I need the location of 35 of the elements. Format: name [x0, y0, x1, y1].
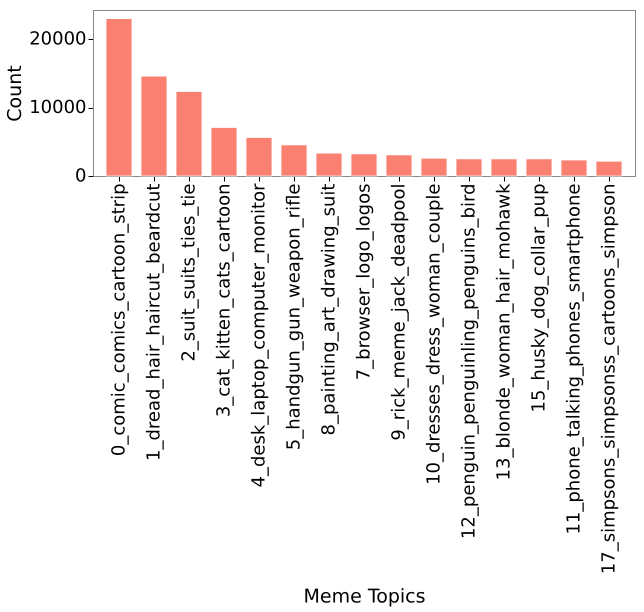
bar	[490, 158, 518, 176]
x-tick-label: 4_desk_laptop_computer_monitor	[248, 182, 270, 488]
x-tick-label: 11_phone_talking_phones_smartphone	[564, 184, 584, 535]
bar	[246, 137, 272, 176]
y-tick-label: 10000	[29, 97, 86, 118]
x-tick-label: 5_handgun_gun_weapon_rifle	[284, 184, 304, 450]
bar	[140, 76, 168, 176]
bar	[210, 127, 238, 176]
x-tick-label: 9_rick_meme_jack_deadpool	[388, 184, 410, 441]
y-tick-label: 20000	[29, 28, 86, 50]
x-tick-label: 12_penguin_penguinling_penguins_bird	[458, 184, 480, 540]
x-tick-label: 10_dresses_dress_woman_couple	[424, 184, 444, 485]
bar	[350, 153, 378, 176]
bar	[560, 160, 588, 176]
bar	[386, 154, 412, 176]
bar	[456, 158, 482, 176]
bar	[176, 91, 202, 176]
bar	[106, 18, 132, 176]
x-tick-label: 3_cat_kitten_cats_cartoon	[214, 184, 234, 418]
bar	[420, 158, 448, 176]
x-axis-title: Meme Topics	[303, 586, 426, 608]
bar	[280, 144, 308, 176]
bar	[316, 152, 342, 176]
x-tick-label: 17_simpsons_simpsonss_cartoons_simpson	[598, 184, 620, 574]
x-tick-label: 15_husky_dog_collar_pup	[528, 184, 550, 412]
bar	[596, 160, 622, 176]
x-tick-label: 7_browser_logo_logos	[354, 184, 374, 380]
x-tick-label: 0_comic_comics_cartoon_strip	[108, 184, 130, 456]
x-tick-label: 8_painting_art_drawing_suit	[318, 184, 340, 436]
x-tick-label: 1_dread_hair_haircut_beardcut	[144, 184, 164, 461]
x-tick-label: 2_suit_suits_ties_tie	[178, 184, 200, 362]
y-axis-title: Count	[4, 65, 26, 122]
bar	[526, 158, 552, 176]
y-tick-label: 0	[75, 166, 86, 186]
x-tick-label: 13_blonde_woman_hair_mohawk	[494, 182, 514, 480]
